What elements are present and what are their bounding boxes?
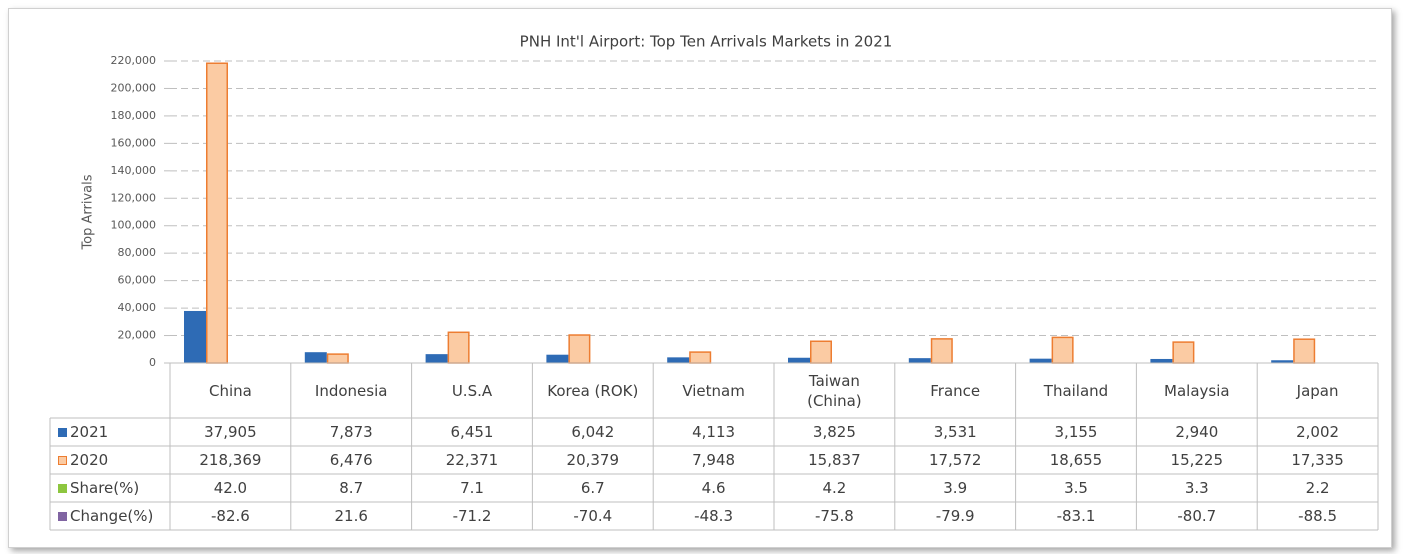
category-label: France xyxy=(930,381,981,400)
y-tick-label: 0 xyxy=(149,356,156,369)
legend-entry: Share(%) xyxy=(50,474,170,502)
y-tick-label: 20,000 xyxy=(118,329,157,342)
legend-entry: 2021 xyxy=(50,418,170,446)
legend-key xyxy=(58,455,67,465)
table-value: 6,042 xyxy=(571,423,615,441)
table-value: 4,113 xyxy=(692,423,736,441)
bar xyxy=(1293,338,1316,364)
table-value: -71.2 xyxy=(452,507,492,525)
category-label: Vietnam xyxy=(682,381,745,400)
category-label: Malaysia xyxy=(1164,381,1230,400)
table-value: 42.0 xyxy=(213,479,248,497)
y-tick-label: 160,000 xyxy=(111,136,157,149)
y-tick-label: 220,000 xyxy=(111,54,157,67)
category-label: U.S.A xyxy=(451,381,493,400)
table-value: 8.7 xyxy=(339,479,364,497)
y-tick-label: 60,000 xyxy=(118,274,157,287)
legend-label: 2021 xyxy=(70,423,109,441)
table-value: 7,873 xyxy=(329,423,373,441)
bar xyxy=(1271,360,1294,363)
table-value: 218,369 xyxy=(199,451,262,469)
legend-key xyxy=(58,427,67,437)
table-value: 3.3 xyxy=(1184,479,1209,497)
y-tick-label: 120,000 xyxy=(111,191,157,204)
table-value: 3.9 xyxy=(943,479,968,497)
legend-entry: Change(%) xyxy=(50,502,170,530)
chart-frame xyxy=(8,8,1392,548)
table-value: 4.6 xyxy=(701,479,726,497)
bar xyxy=(1150,358,1173,363)
legend-label: Change(%) xyxy=(70,507,154,525)
bar xyxy=(689,351,712,364)
bar xyxy=(1029,358,1052,363)
table-value: 3,825 xyxy=(812,423,856,441)
y-tick-label: 100,000 xyxy=(111,219,157,232)
table-value: 15,837 xyxy=(808,451,861,469)
bar xyxy=(667,357,690,363)
table-value: 17,335 xyxy=(1291,451,1344,469)
table-value: -79.9 xyxy=(935,507,975,525)
legend-label: Share(%) xyxy=(70,479,140,497)
category-label: China xyxy=(208,381,252,400)
table-value: 22,371 xyxy=(445,451,499,469)
table-value: 3,531 xyxy=(933,423,977,441)
table-value: -80.7 xyxy=(1177,507,1217,525)
table-value: -48.3 xyxy=(694,507,733,525)
chart-title: PNH Int'l Airport: Top Ten Arrivals Mark… xyxy=(520,33,893,51)
table-value: 37,905 xyxy=(204,423,257,441)
bar xyxy=(1172,341,1195,364)
table-value: 6.7 xyxy=(580,479,605,497)
y-tick-label: 180,000 xyxy=(111,109,157,122)
category-label: Korea (ROK) xyxy=(547,381,639,400)
table-value: 15,225 xyxy=(1170,451,1224,469)
y-tick-label: 200,000 xyxy=(111,81,157,94)
bar xyxy=(326,353,349,364)
legend-label: 2020 xyxy=(70,451,109,469)
table-value: 2,002 xyxy=(1296,423,1340,441)
bar xyxy=(810,340,832,364)
bar xyxy=(908,358,931,363)
bar xyxy=(184,310,206,363)
y-tick-label: 40,000 xyxy=(118,301,157,314)
bar xyxy=(930,338,953,364)
bar xyxy=(206,62,228,364)
y-axis-label: Top Arrivals xyxy=(81,174,96,250)
category-label: Thailand xyxy=(1043,381,1109,400)
table-value: 4.2 xyxy=(822,479,847,497)
bar xyxy=(546,354,569,363)
table-value: 17,572 xyxy=(928,451,982,469)
table-value: 18,655 xyxy=(1049,451,1103,469)
table-value: -88.5 xyxy=(1298,507,1337,525)
bar xyxy=(1051,336,1074,364)
table-value: 20,379 xyxy=(566,451,620,469)
table-value: 2,940 xyxy=(1175,423,1219,441)
bar xyxy=(304,352,327,363)
category-label: Taiwan (China) xyxy=(807,371,862,410)
table-value: 7,948 xyxy=(692,451,736,469)
table-value: 3.5 xyxy=(1064,479,1088,497)
table-value: 6,476 xyxy=(329,451,373,469)
table-value: -70.4 xyxy=(573,507,613,525)
table-value: 21.6 xyxy=(334,507,368,525)
bar xyxy=(447,331,470,364)
table-value: -83.1 xyxy=(1056,507,1096,525)
category-label: Japan xyxy=(1296,381,1339,400)
table-value: -82.6 xyxy=(210,507,250,525)
bar xyxy=(568,334,591,364)
bar xyxy=(788,357,810,363)
bar xyxy=(425,354,448,363)
legend-entry: 2020 xyxy=(50,446,170,474)
table-value: 7.1 xyxy=(460,479,484,497)
table-value: 3,155 xyxy=(1054,423,1098,441)
table-value: -75.8 xyxy=(814,507,854,525)
legend-key xyxy=(58,511,67,521)
legend-key xyxy=(58,483,67,493)
y-tick-label: 140,000 xyxy=(111,164,157,177)
y-tick-label: 80,000 xyxy=(118,246,157,259)
table-value: 6,451 xyxy=(450,423,494,441)
table-value: 2.2 xyxy=(1305,479,1330,497)
category-label: Indonesia xyxy=(314,381,388,400)
